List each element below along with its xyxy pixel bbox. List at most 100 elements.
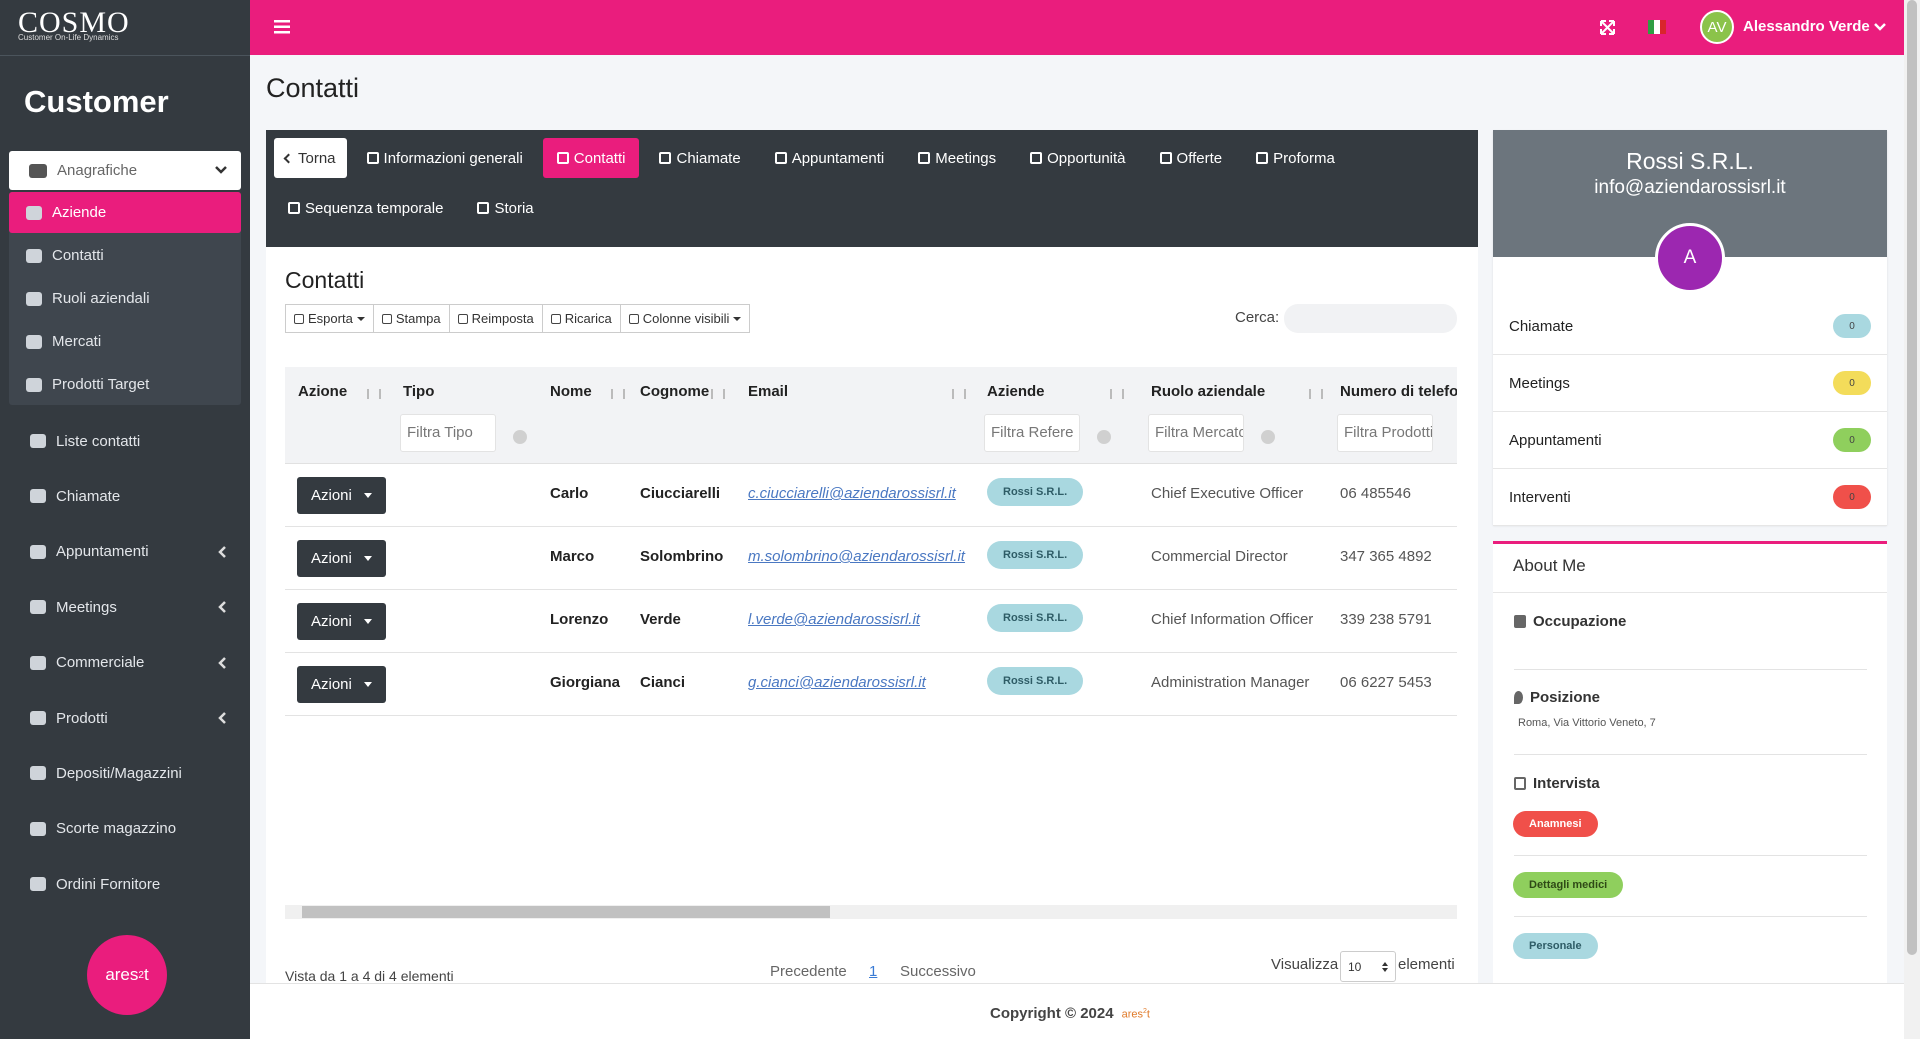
tag[interactable]: Anamnesi xyxy=(1513,811,1598,837)
search-input[interactable] xyxy=(1284,304,1457,333)
flag[interactable] xyxy=(1648,20,1666,34)
tag[interactable]: Dettagli medici xyxy=(1513,872,1624,898)
toolbar-button[interactable]: Esporta xyxy=(285,304,373,333)
fullscreen-icon[interactable] xyxy=(1600,20,1615,35)
column-header[interactable]: Tipo xyxy=(403,383,435,400)
column-header[interactable]: Aziende xyxy=(987,383,1045,400)
toolbar-button[interactable]: Reimposta xyxy=(448,304,542,333)
column-filter[interactable]: Filtra Mercato xyxy=(1148,414,1244,452)
stat-row[interactable]: Meetings 0 xyxy=(1493,355,1887,412)
icon xyxy=(26,334,42,349)
scroll-thumb[interactable] xyxy=(1907,0,1917,955)
scroll-thumb[interactable] xyxy=(302,906,830,918)
stat-row[interactable]: Chiamate 0 xyxy=(1493,298,1887,355)
email[interactable]: m.solombrino@aziendarossisrl.it xyxy=(748,548,965,565)
footer-logo: ares 2 t xyxy=(87,935,167,1015)
tab[interactable]: Opportunità xyxy=(1016,138,1139,178)
email[interactable]: g.cianci@aziendarossisrl.it xyxy=(748,674,926,691)
page-title: Contatti xyxy=(266,73,360,103)
stat-label: Interventi xyxy=(1509,488,1571,506)
submenu-item[interactable]: Prodotti Target xyxy=(9,364,241,405)
column-filter[interactable]: Filtra Prodotti xyxy=(1337,414,1433,452)
submenu-item[interactable]: Contatti xyxy=(9,235,241,276)
tab[interactable]: Appuntamenti xyxy=(761,138,899,178)
menu-item[interactable]: Ordini Fornitore xyxy=(0,864,250,904)
tag[interactable]: Personale xyxy=(1513,933,1598,959)
column-header[interactable]: Azione xyxy=(298,383,348,400)
length-select[interactable]: 10 xyxy=(1340,951,1396,982)
menu-item[interactable]: Appuntamenti xyxy=(0,532,250,572)
panel-title: Contatti xyxy=(285,267,365,293)
company-badge[interactable]: Rossi S.R.L. xyxy=(987,667,1084,695)
sort-icon[interactable] xyxy=(1110,389,1124,399)
menu-item[interactable]: Meetings xyxy=(0,587,250,627)
profile-card xyxy=(1493,130,1887,525)
separator xyxy=(1514,855,1867,856)
menu-item[interactable]: Prodotti xyxy=(0,698,250,738)
user-avatar[interactable]: AV xyxy=(1700,10,1734,44)
clear-filter[interactable] xyxy=(513,430,527,444)
column-filter[interactable]: Filtra Refere xyxy=(984,414,1080,452)
prev[interactable]: Precedente xyxy=(770,963,847,980)
tab[interactable]: Contatti xyxy=(542,138,640,178)
stat-row[interactable]: Interventi 0 xyxy=(1493,469,1887,526)
group-toggle[interactable]: Anagrafiche xyxy=(9,151,241,190)
icon xyxy=(29,163,47,178)
company-badge[interactable]: Rossi S.R.L. xyxy=(987,541,1084,569)
stat-row[interactable]: Appuntamenti 0 xyxy=(1493,412,1887,469)
toolbar-button[interactable]: Colonne visibili xyxy=(619,304,751,333)
page-link[interactable]: 1 xyxy=(869,963,878,980)
h-scrollbar[interactable] xyxy=(285,905,1457,919)
user-menu[interactable]: Alessandro Verde xyxy=(1743,18,1886,35)
length-label: Visualizza xyxy=(1271,956,1339,973)
menu-item[interactable]: Commerciale xyxy=(0,643,250,683)
sort-icon[interactable] xyxy=(611,389,625,399)
v-scrollbar[interactable] xyxy=(1904,0,1920,1039)
company-badge[interactable]: Rossi S.R.L. xyxy=(987,604,1084,632)
tab[interactable]: Offerte xyxy=(1146,138,1237,178)
menu-item[interactable]: Scorte magazzino xyxy=(0,809,250,849)
tab[interactable]: Storia xyxy=(463,188,547,228)
submenu-item[interactable]: Mercati xyxy=(9,321,241,362)
toolbar-button[interactable]: Stampa xyxy=(372,304,449,333)
menu-item[interactable]: Liste contatti xyxy=(0,421,250,461)
submenu-label: Aziende xyxy=(52,204,107,221)
tab[interactable]: Meetings xyxy=(904,138,1010,178)
clear-filter[interactable] xyxy=(1261,430,1275,444)
actions-button[interactable]: Azioni xyxy=(297,603,386,640)
hamburger[interactable] xyxy=(274,20,290,34)
icon xyxy=(366,152,379,164)
next[interactable]: Successivo xyxy=(900,963,976,980)
email[interactable]: l.verde@aziendarossisrl.it xyxy=(748,611,920,628)
actions-button[interactable]: Azioni xyxy=(297,477,386,514)
tab[interactable]: Sequenza temporale xyxy=(274,188,457,228)
divider xyxy=(1493,592,1887,593)
icon xyxy=(1159,152,1172,164)
email[interactable]: c.ciucciarelli@aziendarossisrl.it xyxy=(748,485,956,502)
sort-icon[interactable] xyxy=(711,389,725,399)
menu-item[interactable]: Depositi/Magazzini xyxy=(0,753,250,793)
back-button[interactable]: Torna xyxy=(274,138,347,178)
column-header[interactable]: Ruolo aziendale xyxy=(1151,383,1266,400)
sort-icon[interactable] xyxy=(952,389,966,399)
tab[interactable]: Chiamate xyxy=(645,138,754,178)
menu-item[interactable]: Chiamate xyxy=(0,476,250,516)
column-header[interactable]: Cognome xyxy=(640,383,710,400)
submenu: Aziende Contatti Ruoli aziendali Mercati Pro… xyxy=(9,192,241,405)
toolbar-button[interactable]: Ricarica xyxy=(541,304,620,333)
clear-filter[interactable] xyxy=(1097,430,1111,444)
actions-button[interactable]: Azioni xyxy=(297,540,386,577)
column-header[interactable]: Numero di telefo xyxy=(1340,383,1457,400)
tab[interactable]: Proforma xyxy=(1242,138,1349,178)
actions-button[interactable]: Azioni xyxy=(297,666,386,703)
sort-icon[interactable] xyxy=(1309,389,1323,399)
sort-icon[interactable] xyxy=(367,389,381,399)
tab[interactable]: Informazioni generali xyxy=(353,138,537,178)
submenu-item[interactable]: Aziende xyxy=(9,192,241,233)
column-header[interactable]: Nome xyxy=(550,383,592,400)
submenu-item[interactable]: Ruoli aziendali xyxy=(9,278,241,319)
column-header[interactable]: Email xyxy=(748,383,789,400)
column-filter[interactable]: Filtra Tipo xyxy=(400,414,496,452)
stat-label: Appuntamenti xyxy=(1509,431,1602,449)
company-badge[interactable]: Rossi S.R.L. xyxy=(987,478,1084,506)
